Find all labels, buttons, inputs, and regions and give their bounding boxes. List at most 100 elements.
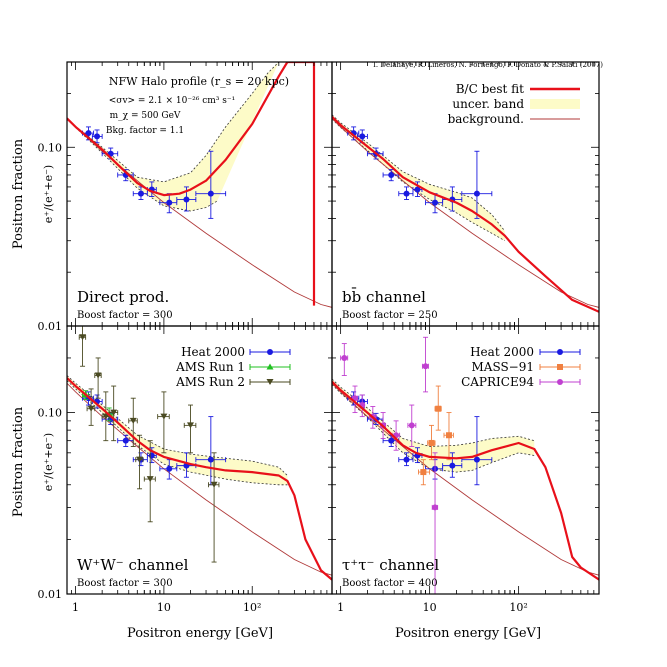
data-point-caprice94 xyxy=(407,404,417,447)
marker xyxy=(403,190,410,197)
boost-label: Boost factor = 400 xyxy=(342,578,438,589)
data-point-heat-2000 xyxy=(398,452,414,467)
marker xyxy=(207,190,214,197)
data-point-mass-91 xyxy=(418,459,431,486)
data-point-ams-run-2 xyxy=(208,452,220,563)
axis-ticks xyxy=(331,325,600,595)
legend-band-swatch xyxy=(530,99,580,109)
data-point-ams-run-2 xyxy=(101,391,110,442)
marker xyxy=(94,372,102,379)
data-point-heat-2000 xyxy=(159,193,178,214)
boost-label: Boost factor = 300 xyxy=(77,578,173,589)
data-point-ams-run-2 xyxy=(135,434,144,490)
channel-label: bb̄ channel xyxy=(342,288,426,306)
y-axis-label-top-title: Positron fraction xyxy=(11,138,26,249)
boost-label: Boost factor = 300 xyxy=(77,310,173,321)
y-axis-label-top: Positron fraction e⁺/(e⁺+e⁻) xyxy=(11,138,55,249)
marker xyxy=(136,456,144,463)
uncertainty-band xyxy=(332,379,535,473)
marker xyxy=(445,432,452,439)
data-point-caprice94 xyxy=(421,336,429,393)
plot-area xyxy=(67,326,332,581)
data-point-ams-run-2 xyxy=(143,440,156,523)
info-bkg: Bkg. factor = 1.1 xyxy=(106,126,184,136)
marker xyxy=(473,190,480,197)
marker xyxy=(422,363,429,370)
panel-top-right: bb̄ channel Boost factor = 250 xyxy=(331,61,600,327)
marker xyxy=(414,186,421,193)
marker xyxy=(428,439,435,446)
marker xyxy=(432,504,439,511)
marker xyxy=(420,469,427,476)
x-tick-label: 10² xyxy=(243,601,261,614)
data-point-ams-run-2 xyxy=(157,391,170,454)
marker xyxy=(341,354,348,361)
data-point-caprice94 xyxy=(340,343,349,376)
data-point-heat-2000 xyxy=(195,150,227,219)
info-box: NFW Halo profile (r_s = 20 kpc) <σv> = 2… xyxy=(106,75,289,136)
boost-label: Boost factor = 250 xyxy=(342,310,438,321)
axis-ticks xyxy=(66,61,333,327)
y-tick-label: 0.10 xyxy=(38,141,63,154)
legend-fit: B/C best fit uncer. band background. xyxy=(448,82,580,126)
panel-frame xyxy=(331,325,600,595)
info-title: NFW Halo profile (r_s = 20 kpc) xyxy=(109,75,289,88)
legend-data-2: Heat 2000 MASS−91 CAPRICE94 xyxy=(461,345,581,389)
data-point-heat-2000 xyxy=(461,150,493,219)
marker xyxy=(183,196,190,203)
legend-data2-label-1: MASS−91 xyxy=(471,360,534,374)
data-point-mass-91 xyxy=(427,424,436,461)
credit-text: T. Delahaye, R. Lineros, N. Fornengo, F.… xyxy=(372,61,603,69)
data-point-ams-run-2 xyxy=(108,385,119,442)
marker xyxy=(102,413,110,420)
x-axis-label-left: Positron energy [GeV] xyxy=(127,626,273,641)
legend-fit-label-1: uncer. band xyxy=(452,97,524,111)
data-point-heat-2000 xyxy=(442,452,463,478)
legend-data2-label-0: Heat 2000 xyxy=(470,345,534,359)
x-tick-label: 1 xyxy=(337,601,344,614)
marker xyxy=(85,130,92,137)
marker xyxy=(110,409,118,416)
channel-label: W⁺W⁻ channel xyxy=(77,556,189,574)
data-point-caprice94 xyxy=(391,420,401,451)
data-point-heat-2000 xyxy=(117,434,134,447)
marker xyxy=(403,456,410,463)
band-upper-line xyxy=(67,62,280,183)
legend-caprice94-marker xyxy=(539,379,581,385)
marker xyxy=(79,334,87,341)
uncertainty-band xyxy=(332,114,505,241)
marker xyxy=(146,476,154,483)
marker xyxy=(186,422,194,429)
marker xyxy=(137,190,144,197)
marker xyxy=(122,437,129,444)
data-point-ams-run-2 xyxy=(183,404,197,454)
marker xyxy=(166,465,173,472)
marker xyxy=(210,481,218,488)
data-point-heat-2000 xyxy=(412,181,423,198)
y-axis-label-bottom: Positron fraction e⁺/(e⁺+e⁻) xyxy=(11,406,55,517)
info-mass: m_χ = 500 GeV xyxy=(110,111,181,121)
panel-bottom-right: 1 10 10² τ⁺τ⁻ channel Boost factor = 400 xyxy=(331,325,600,614)
data-point-heat-2000 xyxy=(461,416,493,486)
marker xyxy=(166,199,173,206)
data-point-mass-91 xyxy=(434,385,442,431)
legend-ams2-marker xyxy=(249,379,291,385)
data-point-heat-2000 xyxy=(398,186,414,200)
panel-bottom-left: 0.10 0.01 1 10 10² W⁺W⁻ channel Boost factor =… xyxy=(38,325,333,614)
plot-area xyxy=(67,62,332,308)
legend-data1-label-1: AMS Run 1 xyxy=(175,360,245,374)
uncertainty-band xyxy=(67,62,279,211)
marker xyxy=(87,405,95,412)
y-tick-label: 0.01 xyxy=(38,588,63,601)
data-point-heat-2000 xyxy=(357,129,368,144)
marker xyxy=(473,456,480,463)
y-axis-label-bottom-title: Positron fraction xyxy=(11,406,26,517)
channel-label: Direct prod. xyxy=(77,288,169,306)
legend-data2-label-2: CAPRICE94 xyxy=(461,375,534,389)
data-point-mass-91 xyxy=(443,412,454,461)
legend-data1-label-2: AMS Run 2 xyxy=(175,375,245,389)
legend-fit-label-2: background. xyxy=(448,112,524,126)
best-fit-line xyxy=(67,62,316,306)
marker xyxy=(94,133,101,140)
